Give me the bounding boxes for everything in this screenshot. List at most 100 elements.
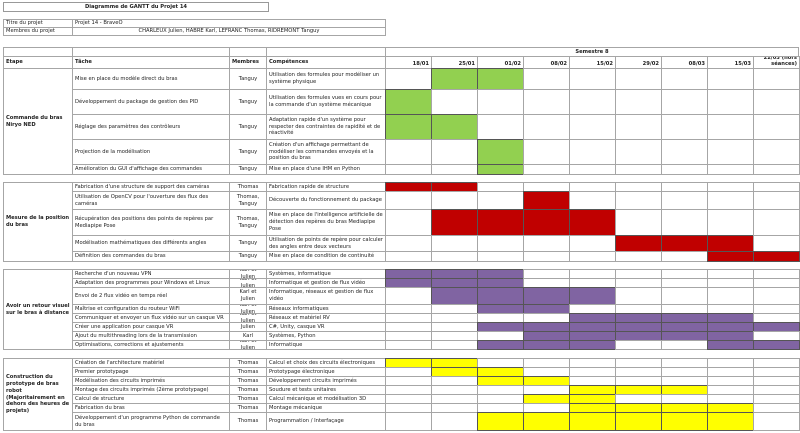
gantt-bar-cell: [753, 251, 800, 262]
gantt-empty-cell: [753, 114, 800, 140]
gantt-empty-cell: [385, 287, 432, 305]
gantt-empty-cell: [753, 68, 800, 90]
gantt-bar-cell: [661, 412, 708, 431]
task-name: Optimisations, corrections et ajustement…: [72, 340, 230, 350]
gantt-empty-cell: [385, 412, 432, 431]
gantt-empty-cell: [615, 114, 662, 140]
gantt-bar-cell: [523, 287, 570, 305]
gantt-bar-cell: [477, 68, 524, 90]
task-skills: Utilisation des formules vues en cours p…: [266, 89, 386, 115]
task-skills: Informatique: [266, 340, 386, 350]
gantt-empty-cell: [523, 89, 570, 115]
gantt-bar-cell: [385, 89, 432, 115]
gantt-empty-cell: [523, 164, 570, 175]
gantt-empty-cell: [385, 340, 432, 350]
gantt-empty-cell: [569, 191, 616, 210]
group-name: Construction du prototype de bras robot …: [3, 358, 73, 431]
gantt-empty-cell: [477, 89, 524, 115]
group-name: Mesure de la position du bras: [3, 182, 73, 262]
gantt-empty-cell: [523, 235, 570, 252]
gantt-empty-cell: [661, 287, 708, 305]
gantt-bar-cell: [569, 412, 616, 431]
gantt-bar-cell: [753, 340, 800, 350]
gantt-bar-cell: [431, 209, 478, 236]
gantt-empty-cell: [431, 89, 478, 115]
group-name: Avoir un retour visuel sur le bras à dis…: [3, 269, 73, 350]
task-skills: Programmation / Interfaçage: [266, 412, 386, 431]
task-skills: Utilisation des formules pour modéliser …: [266, 68, 386, 90]
gantt-empty-cell: [661, 89, 708, 115]
task-name: Développement d'un programme Python de c…: [72, 412, 230, 431]
gantt-empty-cell: [661, 251, 708, 262]
gantt-bar-cell: [477, 287, 524, 305]
gantt-empty-cell: [753, 287, 800, 305]
gantt-bar-cell: [707, 251, 754, 262]
task-skills: Création d'un affichage permettant de mo…: [266, 139, 386, 165]
task-skills: Découverte du fonctionnement du package: [266, 191, 386, 210]
gantt-empty-cell: [523, 68, 570, 90]
gantt-empty-cell: [661, 191, 708, 210]
gantt-empty-cell: [707, 209, 754, 236]
gantt-empty-cell: [431, 139, 478, 165]
task-skills: Mise en place de l'intelligence artifici…: [266, 209, 386, 236]
task-skills: Adaptation rapide d'un système pour resp…: [266, 114, 386, 140]
gantt-empty-cell: [431, 191, 478, 210]
project-members-label: Membres du projet: [3, 27, 73, 36]
gantt-bar-cell: [385, 114, 432, 140]
task-skills: Mise en place de condition de continuité: [266, 251, 386, 262]
gantt-empty-cell: [523, 139, 570, 165]
gantt-empty-cell: [661, 209, 708, 236]
gantt-empty-cell: [753, 139, 800, 165]
gantt-bar-cell: [615, 412, 662, 431]
gantt-empty-cell: [707, 89, 754, 115]
gantt-empty-cell: [477, 235, 524, 252]
task-name: Amélioration du GUI d'affichage des comm…: [72, 164, 230, 175]
gantt-bar-cell: [569, 287, 616, 305]
gantt-empty-cell: [569, 68, 616, 90]
task-name: Mise en place du modèle direct du bras: [72, 68, 230, 90]
task-name: Envoi de 2 flux vidéo en temps réel: [72, 287, 230, 305]
task-name: Récupération des positions des points de…: [72, 209, 230, 236]
gantt-empty-cell: [707, 191, 754, 210]
gantt-empty-cell: [661, 164, 708, 175]
task-members: Tanguy: [229, 251, 267, 262]
task-members: Thomas, Tanguy: [229, 209, 267, 236]
task-members: Tanguy: [229, 89, 267, 115]
gantt-empty-cell: [707, 114, 754, 140]
task-name: Modélisation mathématiques des différent…: [72, 235, 230, 252]
gantt-empty-cell: [523, 114, 570, 140]
gantt-bar-cell: [523, 209, 570, 236]
project-members-value[interactable]: CHARLEUX Julien, HABRE Karl, LEFRANC Tho…: [72, 27, 386, 36]
gantt-empty-cell: [707, 68, 754, 90]
task-members: Tanguy: [229, 68, 267, 90]
gantt-empty-cell: [431, 235, 478, 252]
gantt-empty-cell: [431, 164, 478, 175]
gantt-bar-cell: [477, 139, 524, 165]
gantt-empty-cell: [707, 287, 754, 305]
gantt-empty-cell: [753, 235, 800, 252]
gantt-empty-cell: [569, 235, 616, 252]
task-members: Karl et Julien: [229, 340, 267, 350]
gantt-empty-cell: [385, 164, 432, 175]
task-members: Karl et Julien: [229, 287, 267, 305]
gantt-bar-cell: [615, 235, 662, 252]
task-members: Tanguy: [229, 114, 267, 140]
week-header: 22/03 (hors séances): [753, 56, 800, 69]
gantt-empty-cell: [615, 340, 662, 350]
gantt-bar-cell: [477, 340, 524, 350]
gantt-bar-cell: [431, 114, 478, 140]
page-title: Diagramme de GANTT du Projet 14: [3, 2, 269, 12]
gantt-bar-cell: [523, 412, 570, 431]
gantt-empty-cell: [615, 209, 662, 236]
task-members: Tanguy: [229, 164, 267, 175]
gantt-bar-cell: [477, 164, 524, 175]
task-members: Tanguy: [229, 139, 267, 165]
gantt-empty-cell: [615, 89, 662, 115]
gantt-empty-cell: [661, 340, 708, 350]
gantt-empty-cell: [753, 164, 800, 175]
gantt-empty-cell: [431, 340, 478, 350]
task-members: Thomas: [229, 412, 267, 431]
gantt-empty-cell: [569, 89, 616, 115]
gantt-empty-cell: [661, 114, 708, 140]
gantt-empty-cell: [569, 139, 616, 165]
